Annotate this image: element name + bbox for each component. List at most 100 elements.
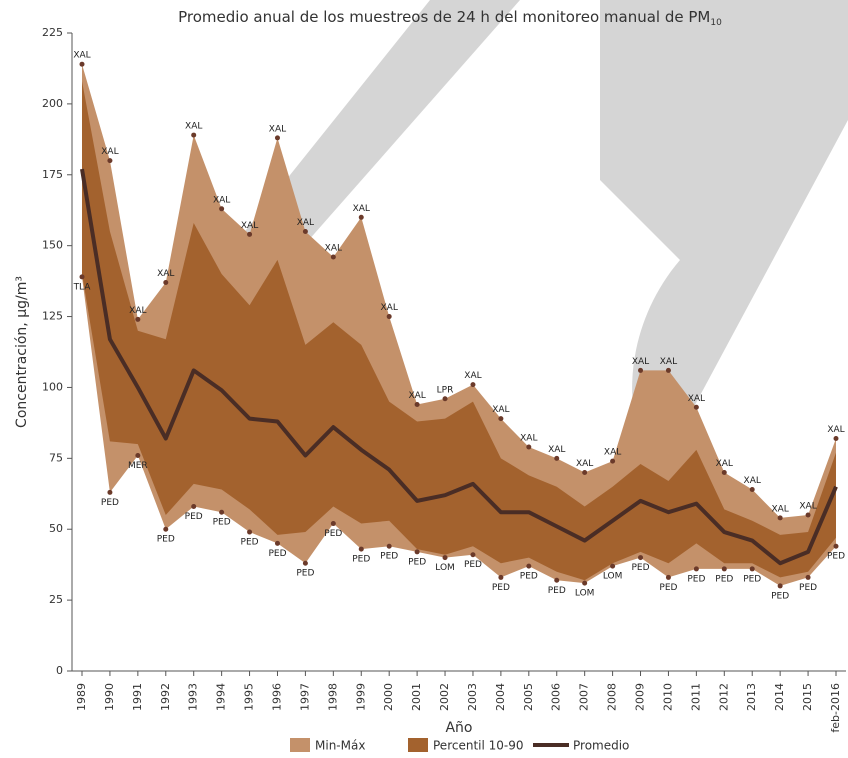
station-point <box>191 132 197 138</box>
x-tick-label: 2007 <box>578 683 591 711</box>
station-point <box>135 452 141 458</box>
station-label: PED <box>520 572 538 582</box>
station-label: XAL <box>660 357 677 367</box>
x-tick-label: 2014 <box>773 683 786 711</box>
x-tick-label: 2004 <box>494 683 507 711</box>
x-tick-label: 1993 <box>187 683 200 711</box>
station-point <box>610 458 616 464</box>
station-label: PED <box>296 569 314 579</box>
station-label: XAL <box>213 195 230 205</box>
station-label: PED <box>799 583 817 593</box>
x-tick-label: 1991 <box>131 683 144 711</box>
station-point <box>610 563 616 569</box>
station-label: PED <box>743 574 761 584</box>
x-tick-label: 1997 <box>298 683 311 711</box>
station-label: XAL <box>157 269 174 279</box>
station-point <box>163 526 169 532</box>
station-point <box>247 529 253 535</box>
station-point <box>330 254 336 260</box>
x-tick-label: 2006 <box>550 683 563 711</box>
station-point <box>721 566 727 572</box>
x-tick-label: 2003 <box>466 683 479 711</box>
y-tick-label: 0 <box>56 664 63 677</box>
station-point <box>638 367 644 373</box>
legend: Min-Máx Percentil 10-90 Promedio <box>290 738 629 753</box>
chart-title: Promedio anual de los muestreos de 24 h … <box>178 8 722 28</box>
legend-label: Promedio <box>573 739 629 753</box>
station-label: PED <box>408 557 426 567</box>
station-point <box>79 61 85 67</box>
station-point <box>219 206 225 212</box>
y-tick-label: 100 <box>42 380 63 393</box>
station-point <box>247 231 253 237</box>
station-point <box>386 314 392 320</box>
x-tick-label: 2000 <box>382 683 395 711</box>
station-label: PED <box>185 512 203 522</box>
station-label: PED <box>827 552 845 562</box>
station-label: XAL <box>744 476 761 486</box>
station-point <box>414 549 420 555</box>
x-tick-label: 2015 <box>801 683 814 711</box>
x-tick-label: 2013 <box>745 683 758 711</box>
station-point <box>219 509 225 515</box>
station-label: XAL <box>548 445 565 455</box>
station-point <box>386 543 392 549</box>
x-tick-label: 1992 <box>159 683 172 711</box>
station-label: XAL <box>576 459 593 469</box>
station-label: MER <box>128 461 148 471</box>
watermark <box>230 0 848 470</box>
station-point <box>498 416 504 422</box>
station-label: XAL <box>464 371 481 381</box>
station-label: PED <box>548 586 566 596</box>
station-point <box>833 543 839 549</box>
y-tick-label: 125 <box>42 310 63 323</box>
station-label: PED <box>380 552 398 562</box>
station-label: PED <box>241 538 259 548</box>
station-point <box>693 404 699 410</box>
x-tick-label: 1996 <box>270 683 283 711</box>
legend-label: Percentil 10-90 <box>433 739 524 753</box>
x-tick-label: 1999 <box>354 683 367 711</box>
station-label: PED <box>324 529 342 539</box>
station-point <box>693 566 699 572</box>
station-label: TLA <box>73 282 92 292</box>
x-tick-label: 1989 <box>75 683 88 711</box>
station-point <box>665 574 671 580</box>
band-area <box>82 81 836 581</box>
station-label: PED <box>492 583 510 593</box>
station-label: PED <box>464 560 482 570</box>
station-point <box>358 214 364 220</box>
station-label: PED <box>659 583 677 593</box>
station-label: XAL <box>185 122 202 132</box>
station-label: LPR <box>437 385 454 395</box>
station-point <box>582 580 588 586</box>
station-point <box>302 560 308 566</box>
station-point <box>107 489 113 495</box>
station-label: XAL <box>688 394 705 404</box>
station-point <box>665 367 671 373</box>
x-tick-label: 2012 <box>717 683 730 711</box>
station-label: PED <box>101 498 119 508</box>
y-axis-label: Concentración, µg/m³ <box>14 276 30 428</box>
legend-label: Min-Máx <box>315 739 365 753</box>
station-label: XAL <box>353 204 370 214</box>
station-point <box>107 158 113 164</box>
station-label: XAL <box>129 306 146 316</box>
station-label: PED <box>268 549 286 559</box>
station-point <box>833 435 839 441</box>
x-tick-label: 2002 <box>438 683 451 711</box>
station-label: XAL <box>381 303 398 313</box>
y-tick-label: 200 <box>42 97 63 110</box>
station-point <box>526 444 532 450</box>
station-point <box>554 577 560 583</box>
station-point <box>470 382 476 388</box>
x-tick-label: feb-2016 <box>829 683 842 733</box>
station-point <box>330 521 336 527</box>
station-point <box>135 316 141 322</box>
title-main: Promedio anual de los muestreos de 24 h … <box>178 8 710 26</box>
station-label: PED <box>715 574 733 584</box>
station-point <box>526 563 532 569</box>
station-label: PED <box>213 518 231 528</box>
station-label: PED <box>352 555 370 565</box>
station-point <box>805 574 811 580</box>
